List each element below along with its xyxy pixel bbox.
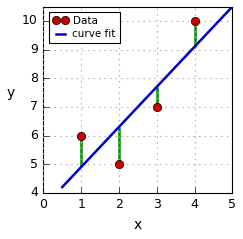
Data (193, 20, 196, 22)
Legend: Data, curve fit: Data, curve fit (49, 12, 120, 43)
Data (155, 105, 158, 108)
Data (80, 134, 83, 137)
Y-axis label: y: y (7, 86, 15, 100)
X-axis label: x: x (134, 218, 142, 232)
Data (117, 163, 120, 166)
Line: Data: Data (77, 17, 199, 168)
